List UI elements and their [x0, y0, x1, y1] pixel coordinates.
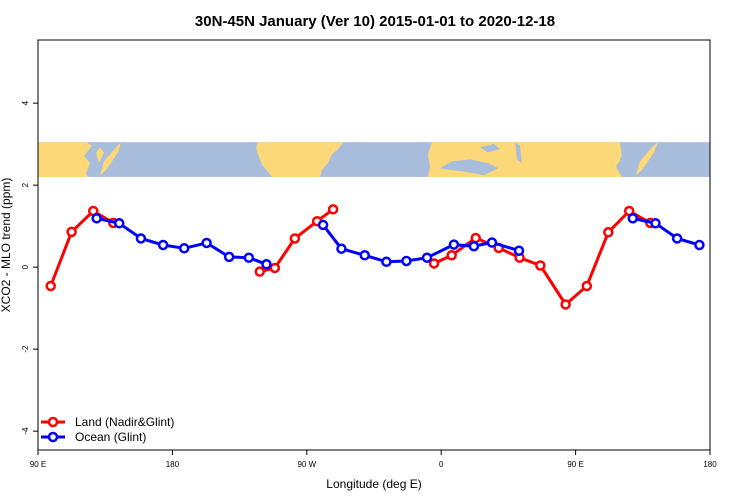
data-point	[261, 259, 272, 270]
data-point	[448, 239, 460, 250]
data-point	[401, 255, 412, 267]
europe-africa-asia-landmass	[428, 142, 622, 177]
data-point	[91, 213, 102, 224]
y-axis-label: XCO2 - MLO trend (ppm)	[0, 178, 13, 313]
legend: Land (Nadir&Glint) Ocean (Glint)	[41, 415, 174, 444]
caspian-sea	[515, 142, 522, 163]
mediterranean-sea	[440, 159, 498, 176]
data-point	[289, 233, 301, 244]
data-point	[269, 262, 281, 274]
data-point	[560, 299, 571, 310]
data-point	[581, 280, 593, 292]
data-point	[468, 240, 480, 252]
data-point	[359, 250, 370, 261]
data-point	[671, 233, 683, 244]
legend-land-marker	[47, 416, 59, 428]
asia-landmass-west	[38, 142, 92, 177]
black-sea	[480, 143, 500, 153]
plot-frame	[37, 39, 711, 451]
data-point	[486, 237, 498, 248]
series-line	[433, 209, 652, 306]
y-tick-label: -2	[21, 345, 30, 353]
y-tick-label: 4	[21, 100, 30, 105]
series-layer	[45, 204, 705, 310]
world-map-strip	[38, 142, 710, 177]
x-tick-label: 90 W	[297, 460, 316, 469]
legend-item-ocean: Ocean (Glint)	[41, 430, 146, 444]
x-tick-label: 90 E	[30, 460, 46, 469]
data-point	[446, 250, 457, 261]
data-point	[223, 251, 235, 263]
data-point	[428, 258, 440, 269]
series-line	[632, 216, 700, 247]
data-point	[381, 256, 392, 268]
y-axis: -4 -2 0 2 4	[21, 100, 38, 435]
data-point	[157, 239, 169, 251]
x-tick-label: 90 E	[567, 460, 583, 469]
data-point	[470, 232, 481, 244]
y-tick-label: 2	[21, 182, 30, 187]
legend-item-land: Land (Nadir&Glint)	[41, 415, 174, 429]
series-line	[49, 209, 115, 287]
series-land	[45, 204, 656, 310]
data-point	[135, 233, 147, 244]
data-point	[627, 213, 639, 224]
x-tick-label: 180	[166, 460, 180, 469]
chart-title: 30N-45N January (Ver 10) 2015-01-01 to 2…	[195, 13, 555, 30]
yellow-sea	[620, 152, 634, 177]
x-axis: 90 E 180 90 W 0 90 E 180	[30, 450, 717, 469]
data-point	[201, 237, 212, 249]
data-point	[650, 218, 661, 229]
series-line	[321, 223, 520, 264]
legend-ocean-label: Ocean (Glint)	[75, 430, 146, 444]
data-point	[243, 252, 255, 263]
north-america-landmass	[256, 142, 344, 177]
data-point	[336, 243, 347, 254]
x-tick-label: 0	[439, 460, 444, 469]
y-tick-label: 0	[21, 264, 30, 269]
x-axis-label: Longitude (deg E)	[326, 477, 421, 491]
data-point	[535, 260, 546, 271]
data-point	[254, 266, 266, 277]
data-point	[113, 218, 125, 229]
data-point	[327, 204, 339, 215]
data-point	[694, 239, 705, 251]
data-point	[66, 226, 77, 238]
data-point	[178, 243, 190, 254]
y-tick-label: -4	[21, 427, 30, 435]
series-ocean	[91, 213, 705, 270]
legend-land-label: Land (Nadir&Glint)	[75, 415, 174, 429]
data-point	[603, 227, 614, 238]
x-tick-label: 180	[703, 460, 717, 469]
data-point	[45, 280, 56, 292]
japan-korea-west	[96, 142, 121, 176]
japan-east	[636, 142, 658, 176]
data-point	[317, 219, 329, 231]
data-point	[421, 252, 433, 263]
data-point	[513, 245, 525, 256]
legend-ocean-marker	[47, 431, 59, 443]
